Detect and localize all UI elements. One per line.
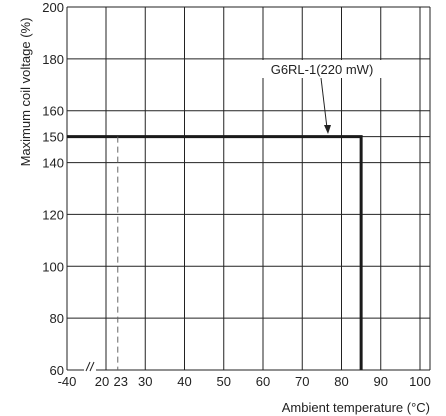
- series-line: [67, 135, 363, 370]
- x-tick-label: 80: [334, 374, 348, 389]
- x-axis-break: [84, 361, 96, 372]
- x-tick-label: 60: [256, 374, 270, 389]
- y-tick-label: 160: [42, 104, 64, 119]
- x-tick-label: 40: [177, 374, 191, 389]
- x-tick-label: 30: [138, 374, 152, 389]
- y-tick-label: 80: [50, 311, 64, 326]
- x-tick-label: 70: [295, 374, 309, 389]
- y-tick-label: 150: [42, 130, 64, 145]
- x-tick-label: 100: [409, 374, 431, 389]
- x-axis-label: Ambient temperature (°C): [282, 400, 430, 415]
- y-axis-label: Maximum coil voltage (%): [18, 18, 33, 167]
- x-tick-label: -40: [58, 374, 77, 389]
- series: [67, 135, 363, 370]
- x-tick-label: 50: [217, 374, 231, 389]
- annotation-leader: [320, 77, 328, 129]
- y-tick-label: 180: [42, 52, 64, 67]
- y-tick-label: 140: [42, 156, 64, 171]
- x-tick-label: 23: [114, 374, 128, 389]
- y-tick-label: 60: [50, 363, 64, 378]
- annotation-arrowhead: [324, 125, 331, 134]
- y-tick-label: 200: [42, 0, 64, 15]
- y-tick-label: 100: [42, 259, 64, 274]
- x-tick-label: 20: [95, 374, 109, 389]
- x-tick-label: 90: [374, 374, 388, 389]
- series-label: G6RL-1(220 mW): [271, 62, 374, 77]
- x-tick-labels: -40 20 23 30 40 50 60 70 80 90 100: [58, 374, 431, 389]
- annotation: G6RL-1(220 mW): [256, 60, 388, 134]
- y-tick-labels: 60 80 100 120 140 150 160 180 200: [42, 0, 64, 378]
- y-tick-label: 120: [42, 207, 64, 222]
